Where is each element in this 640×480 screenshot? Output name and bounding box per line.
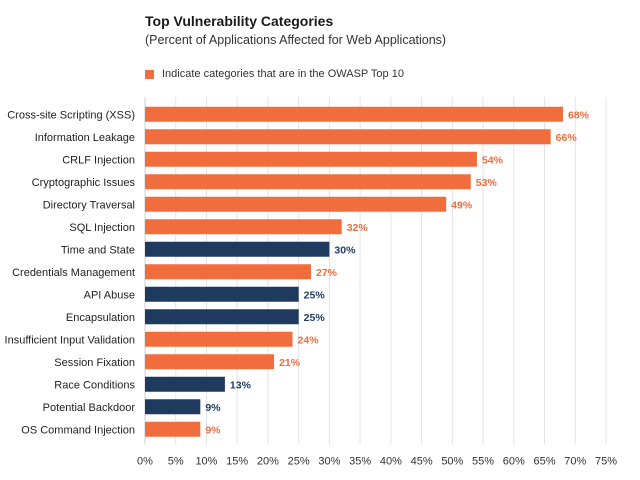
- category-label: SQL Injection: [69, 222, 135, 234]
- x-tick-label: 15%: [226, 456, 248, 468]
- value-label: 21%: [279, 357, 301, 369]
- category-label: Session Fixation: [54, 357, 135, 369]
- x-tick-label: 10%: [195, 456, 217, 468]
- bar: [145, 376, 225, 392]
- bar: [145, 196, 447, 212]
- chart-title: Top Vulnerability Categories: [145, 13, 334, 29]
- bar: [145, 174, 471, 190]
- value-label: 66%: [556, 132, 578, 144]
- bar: [145, 219, 342, 235]
- chart-subtitle: (Percent of Applications Affected for We…: [145, 33, 447, 47]
- x-tick-label: 70%: [564, 456, 586, 468]
- bar: [145, 354, 275, 370]
- bar: [145, 331, 293, 347]
- value-label: 24%: [298, 334, 320, 346]
- x-tick-label: 55%: [472, 456, 494, 468]
- bar: [145, 106, 563, 122]
- category-label: Information Leakage: [35, 132, 135, 144]
- value-label: 25%: [304, 312, 326, 324]
- bar: [145, 421, 201, 437]
- bar: [145, 399, 201, 415]
- x-tick-label: 20%: [257, 456, 279, 468]
- x-tick-label: 65%: [534, 456, 556, 468]
- x-tick-label: 25%: [288, 456, 310, 468]
- bar: [145, 309, 299, 325]
- value-label: 9%: [205, 424, 221, 436]
- value-label: 25%: [304, 289, 326, 301]
- value-label: 27%: [316, 267, 338, 279]
- bar: [145, 264, 311, 280]
- value-label: 13%: [230, 379, 252, 391]
- x-tick-label: 60%: [503, 456, 525, 468]
- x-tick-label: 45%: [411, 456, 433, 468]
- x-tick-label: 5%: [168, 456, 184, 468]
- x-tick-label: 0%: [137, 456, 153, 468]
- bar: [145, 241, 330, 257]
- value-label: 30%: [334, 244, 356, 256]
- legend: Indicate categories that are in the OWAS…: [145, 68, 404, 80]
- x-tick-label: 75%: [595, 456, 617, 468]
- x-tick-label: 30%: [318, 456, 340, 468]
- bar: [145, 286, 299, 302]
- category-label: OS Command Injection: [21, 424, 135, 436]
- category-label: Credentials Management: [12, 267, 135, 279]
- x-tick-label: 35%: [349, 456, 371, 468]
- category-label: Race Conditions: [54, 379, 135, 391]
- category-label: Time and State: [61, 244, 135, 256]
- bar: [145, 151, 477, 167]
- category-label: Directory Traversal: [43, 199, 135, 211]
- value-label: 54%: [482, 154, 504, 166]
- x-tick-label: 40%: [380, 456, 402, 468]
- category-label: CRLF Injection: [62, 154, 135, 166]
- value-label: 68%: [568, 109, 590, 121]
- x-tick-label: 50%: [441, 456, 463, 468]
- bar: [145, 129, 551, 145]
- legend-label: Indicate categories that are in the OWAS…: [162, 68, 404, 80]
- value-label: 32%: [347, 222, 369, 234]
- value-label: 53%: [476, 177, 498, 189]
- category-label: API Abuse: [84, 289, 135, 301]
- value-label: 49%: [451, 199, 473, 211]
- category-label: Cross-site Scripting (XSS): [7, 109, 135, 121]
- category-label: Cryptographic Issues: [32, 177, 136, 189]
- category-label: Potential Backdoor: [43, 402, 136, 414]
- category-label: Insufficient Input Validation: [5, 334, 135, 346]
- legend-swatch: [145, 69, 154, 79]
- value-label: 9%: [205, 402, 221, 414]
- category-label: Encapsulation: [66, 312, 135, 324]
